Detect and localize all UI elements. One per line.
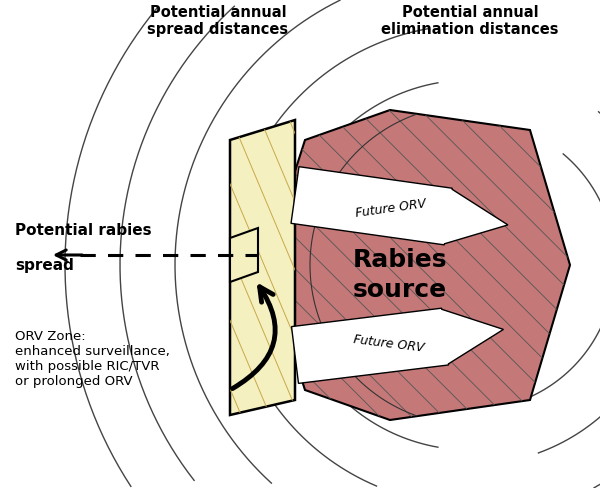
Text: spread: spread	[15, 258, 74, 273]
Text: Potential annual
elimination distances: Potential annual elimination distances	[381, 5, 559, 38]
Polygon shape	[292, 308, 503, 384]
Text: Future ORV: Future ORV	[353, 333, 425, 354]
Polygon shape	[230, 120, 295, 415]
Text: Potential annual
spread distances: Potential annual spread distances	[148, 5, 289, 38]
Text: Rabies
source: Rabies source	[353, 248, 447, 302]
Polygon shape	[230, 228, 258, 282]
Polygon shape	[291, 167, 508, 245]
Text: ORV Zone:
enhanced surveillance,
with possible RIC/TVR
or prolonged ORV: ORV Zone: enhanced surveillance, with po…	[15, 330, 170, 388]
Polygon shape	[265, 110, 570, 420]
Text: Potential rabies: Potential rabies	[15, 223, 152, 238]
Text: Future ORV: Future ORV	[355, 197, 427, 220]
FancyArrowPatch shape	[232, 287, 275, 388]
